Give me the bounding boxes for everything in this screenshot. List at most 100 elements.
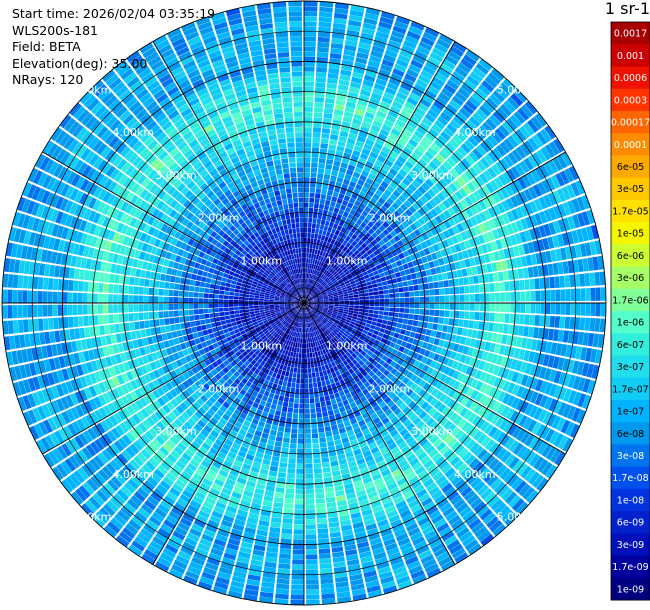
ray-gate <box>565 344 573 358</box>
ray-gate <box>471 522 485 534</box>
ray-gate <box>364 454 374 463</box>
ray-gate <box>508 495 521 508</box>
ray-gate <box>243 458 253 466</box>
ray-gate <box>360 504 371 512</box>
ray-gate <box>309 352 313 358</box>
ray-gate <box>427 322 433 330</box>
ray-gate <box>325 98 335 104</box>
ray-gate <box>442 506 455 517</box>
ray-gate <box>304 197 309 203</box>
ray-gate <box>563 388 572 402</box>
ray-gate <box>429 198 438 208</box>
ray-gate <box>232 425 240 433</box>
ray-gate <box>313 122 322 128</box>
ray-gate <box>255 335 261 341</box>
ray-gate <box>352 313 358 317</box>
ray-gate <box>304 101 314 107</box>
ray-gate <box>292 564 304 570</box>
ray-gate <box>530 253 538 266</box>
ray-gate <box>413 314 419 321</box>
ray-gate <box>277 322 282 327</box>
ray-gate <box>324 330 330 336</box>
ray-gate <box>387 459 397 469</box>
ray-gate <box>562 217 571 231</box>
ray-gate <box>166 439 176 449</box>
ray-gate <box>312 280 316 285</box>
ray-gate <box>275 593 289 600</box>
ray-gate <box>153 487 165 499</box>
ray-gate <box>576 196 586 211</box>
ray-gate <box>373 260 380 266</box>
ray-gate <box>333 309 339 312</box>
ray-gate <box>319 203 325 210</box>
ray-gate <box>253 493 264 500</box>
ray-gate <box>466 267 473 276</box>
ray-gate <box>486 263 493 273</box>
ray-gate <box>453 318 459 327</box>
ray-gate <box>337 84 349 91</box>
ray-gate <box>454 552 469 564</box>
ray-gate <box>404 292 410 297</box>
ray-gate <box>389 307 395 312</box>
ray <box>304 34 453 303</box>
ray-gate <box>413 394 422 403</box>
ray-gate <box>279 462 288 468</box>
ray-gate <box>293 347 297 353</box>
ray-gate <box>333 561 346 568</box>
ray-gate <box>238 381 245 389</box>
ray <box>304 303 383 598</box>
ray-gate <box>96 489 109 503</box>
ray-gate <box>313 387 319 393</box>
ray-gate <box>422 373 431 382</box>
ray-gate <box>503 155 514 168</box>
ray-gate <box>517 244 525 256</box>
ray-gate <box>398 87 410 96</box>
ray-gate <box>203 425 213 434</box>
ray-gate <box>375 78 388 87</box>
ray-gate <box>395 455 406 464</box>
ray-gate <box>330 419 337 426</box>
ray-gate <box>322 123 331 129</box>
ray-gate <box>339 321 345 326</box>
ray-gate <box>449 262 457 271</box>
ray-gate <box>304 242 307 248</box>
ray-gate <box>525 303 531 314</box>
ray-gate <box>424 289 430 296</box>
ray-gate <box>556 188 567 202</box>
ray-gate <box>318 299 324 302</box>
ray-gate <box>211 368 218 376</box>
ray-gate <box>356 347 363 353</box>
ray-gate <box>364 326 370 332</box>
ray-gate <box>218 469 229 478</box>
ray-gate <box>332 336 338 342</box>
ray-gate <box>190 476 201 486</box>
ray-gate <box>215 533 228 543</box>
ray-gate <box>367 156 376 164</box>
ray-gate <box>452 41 467 53</box>
ray <box>304 224 599 303</box>
ray-gate <box>327 237 333 243</box>
ray-gate <box>293 367 298 373</box>
ray-gate <box>422 31 437 42</box>
ray-gate <box>94 472 106 485</box>
ray-gate <box>249 564 263 572</box>
ray-gate <box>266 397 273 404</box>
ray-gate <box>177 415 187 424</box>
ray-gate <box>261 411 269 418</box>
ray-gate <box>299 348 302 353</box>
ray-gate <box>590 303 596 317</box>
ray-gate <box>229 469 240 477</box>
ray-gate <box>239 389 247 396</box>
ray-gate <box>472 148 483 160</box>
ray-gate <box>260 354 266 360</box>
ray-gate <box>405 342 412 350</box>
ray-gate <box>290 314 295 319</box>
ray-gate <box>364 374 372 381</box>
ray-gate <box>544 382 553 395</box>
ray-gate <box>334 359 340 366</box>
ray-gate <box>313 208 319 214</box>
ray-gate <box>388 514 401 523</box>
ray-gate <box>236 433 245 441</box>
ray-gate <box>203 382 211 391</box>
ray-gate <box>421 232 429 241</box>
